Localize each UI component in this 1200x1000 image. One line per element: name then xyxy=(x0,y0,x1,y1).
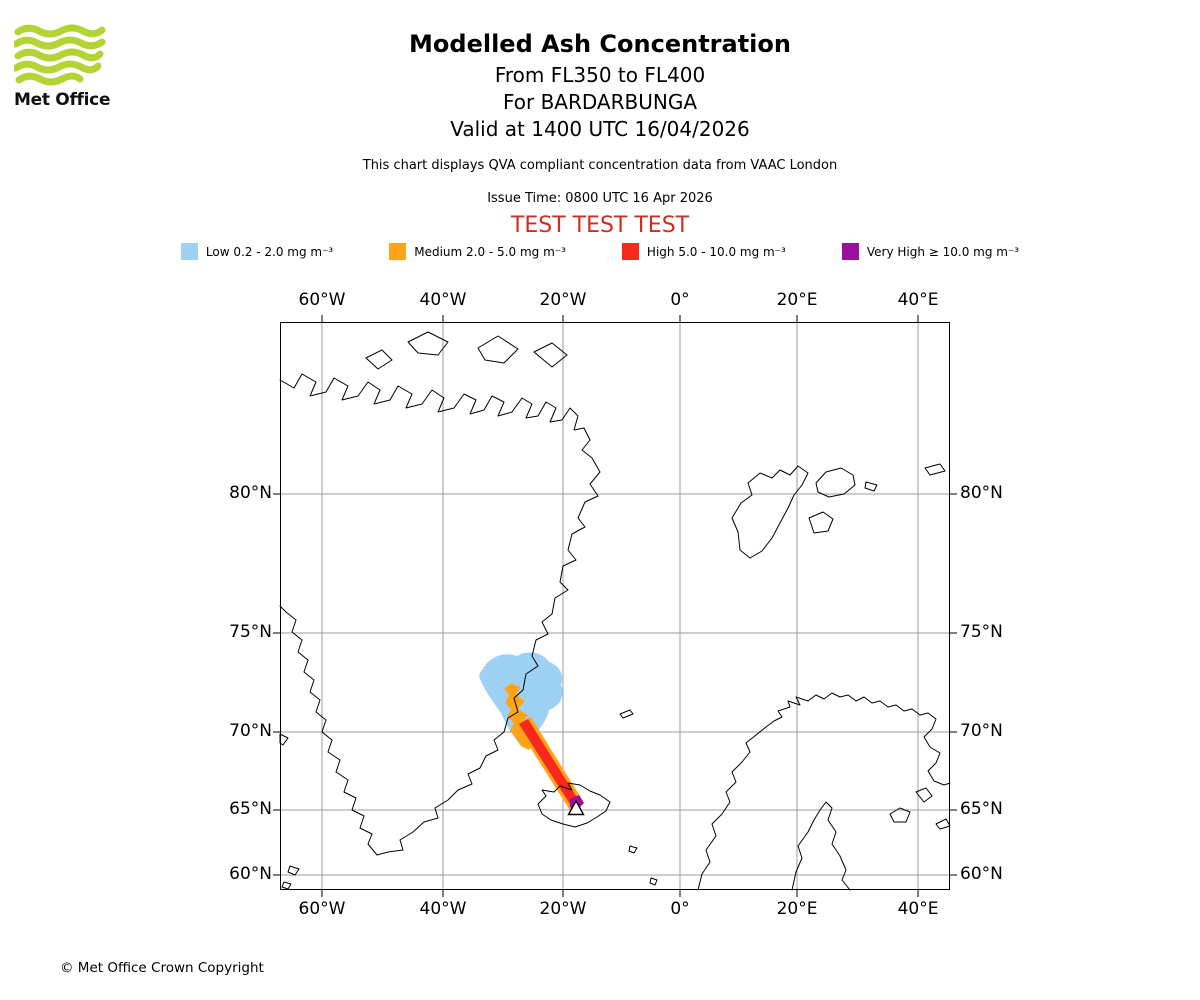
met-office-logo: Met Office xyxy=(14,24,118,110)
issue-time: Issue Time: 0800 UTC 16 Apr 2026 xyxy=(487,191,713,206)
y-tick-right-75n: 75°N xyxy=(960,622,1003,642)
map-frame xyxy=(280,322,950,890)
high-label: High 5.0 - 10.0 mg m⁻³ xyxy=(646,244,786,259)
medium-label: Medium 2.0 - 5.0 mg m⁻³ xyxy=(414,244,566,259)
coast-spitsbergen xyxy=(731,465,809,559)
x-tick-bottom-20e: 20°E xyxy=(776,899,818,919)
coast-norway xyxy=(697,692,951,891)
y-tick-right-70n: 70°N xyxy=(960,721,1003,741)
x-tick-top-40e: 40°E xyxy=(897,290,939,310)
valid-time-subtitle: Valid at 1400 UTC 16/04/2026 xyxy=(450,117,750,141)
lakes-ladoga-onega xyxy=(889,787,951,830)
graticule-grid xyxy=(280,322,950,890)
volcano-marker-bardarbunga xyxy=(567,799,585,816)
legend-item-low: Low 0.2 - 2.0 mg m⁻³ xyxy=(180,243,334,260)
volcano-subtitle: For BARDARBUNGA xyxy=(502,90,698,114)
y-tick-left-80n: 80°N xyxy=(229,483,272,503)
met-office-logo-text: Met Office xyxy=(14,90,111,110)
met-office-logo-waves xyxy=(14,24,106,86)
coast-greenland xyxy=(279,373,601,856)
axis-ticks xyxy=(273,315,957,897)
coast-faroe xyxy=(628,845,638,854)
high-swatch xyxy=(621,243,639,260)
test-banner: TEST TEST TEST xyxy=(510,213,690,238)
x-tick-top-20e: 20°E xyxy=(776,290,818,310)
coast-iceland xyxy=(537,782,611,828)
x-tick-bottom-40w: 40°W xyxy=(419,899,467,919)
coast-ne-greenland-islands xyxy=(365,331,568,370)
low-swatch xyxy=(180,243,198,260)
legend-item-very-high: Very High ≥ 10.0 mg m⁻³ xyxy=(841,243,1020,260)
low-label: Low 0.2 - 2.0 mg m⁻³ xyxy=(205,244,334,259)
x-tick-top-40w: 40°W xyxy=(419,290,467,310)
x-tick-bottom-0: 0° xyxy=(670,899,690,919)
qva-description: This chart displays QVA compliant concen… xyxy=(362,158,838,173)
coast-sw-islets xyxy=(279,733,300,890)
y-tick-left-60n: 60°N xyxy=(229,864,272,884)
very-high-swatch xyxy=(841,243,859,260)
coast-shetland xyxy=(649,877,658,886)
y-tick-right-80n: 80°N xyxy=(960,483,1003,503)
coast-jan-mayen xyxy=(619,709,634,719)
coast-edgeoya xyxy=(808,511,834,534)
coast-gulf-of-bothnia xyxy=(791,801,851,891)
ash-plume-high xyxy=(519,719,581,809)
x-tick-bottom-40e: 40°E xyxy=(897,899,939,919)
x-tick-bottom-60w: 60°W xyxy=(298,899,346,919)
map-canvas xyxy=(273,315,957,897)
medium-swatch xyxy=(389,243,407,260)
copyright-text: © Met Office Crown Copyright xyxy=(60,960,264,976)
page-title: Modelled Ash Concentration xyxy=(409,30,791,58)
coastlines xyxy=(279,331,951,891)
x-tick-top-0: 0° xyxy=(670,290,690,310)
coast-arctic-islet xyxy=(924,463,946,476)
y-tick-right-65n: 65°N xyxy=(960,799,1003,819)
coast-svalbard-islet xyxy=(864,481,878,492)
map-panel: 60°W 40°W 20°W 0° 20°E 40°E 60°W 40°W 20… xyxy=(229,290,1003,919)
y-tick-left-65n: 65°N xyxy=(229,799,272,819)
y-tick-left-75n: 75°N xyxy=(229,622,272,642)
flight-level-subtitle: From FL350 to FL400 xyxy=(494,63,706,87)
coast-nordaustlandet xyxy=(815,467,856,498)
x-tick-top-60w: 60°W xyxy=(298,290,346,310)
legend-item-medium: Medium 2.0 - 5.0 mg m⁻³ xyxy=(389,243,566,260)
very-high-label: Very High ≥ 10.0 mg m⁻³ xyxy=(866,244,1020,259)
y-tick-right-60n: 60°N xyxy=(960,864,1003,884)
legend-item-high: High 5.0 - 10.0 mg m⁻³ xyxy=(621,243,786,260)
y-tick-left-70n: 70°N xyxy=(229,721,272,741)
x-tick-bottom-20w: 20°W xyxy=(539,899,587,919)
concentration-legend: Low 0.2 - 2.0 mg m⁻³ Medium 2.0 - 5.0 mg… xyxy=(0,243,1200,260)
x-tick-top-20w: 20°W xyxy=(539,290,587,310)
